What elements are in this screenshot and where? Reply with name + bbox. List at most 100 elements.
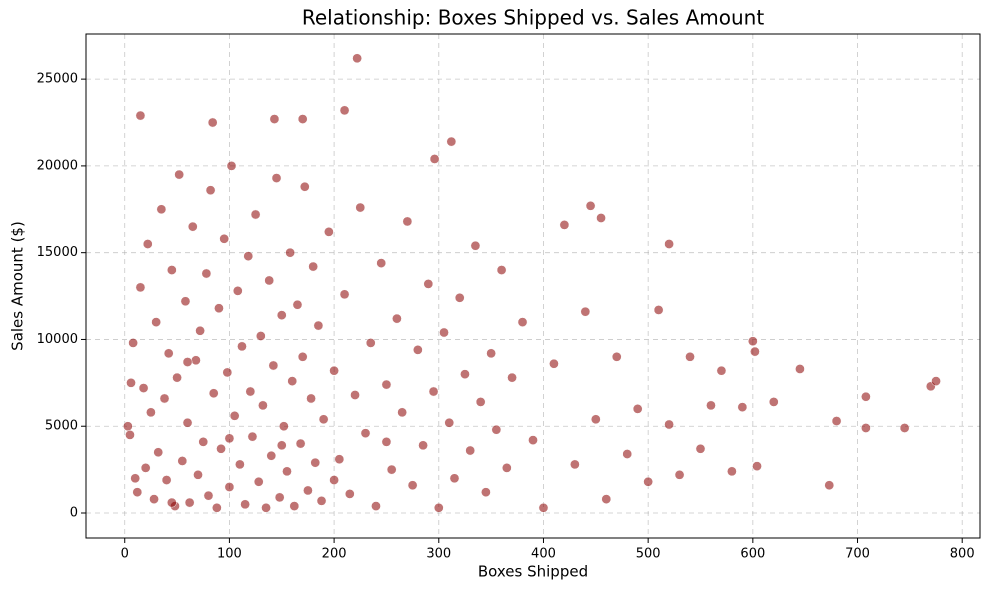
- point: [429, 154, 440, 164]
- x-tick-label: 0: [121, 547, 129, 562]
- point: [208, 388, 219, 399]
- point: [308, 261, 319, 272]
- point: [161, 475, 172, 485]
- point: [156, 204, 167, 215]
- point: [339, 289, 350, 300]
- point: [187, 221, 198, 232]
- point: [297, 351, 308, 362]
- point: [182, 357, 193, 367]
- point: [166, 497, 177, 508]
- y-tick-label: 25000: [37, 72, 78, 87]
- point: [727, 466, 737, 477]
- point: [664, 239, 674, 249]
- point: [381, 379, 392, 390]
- point: [172, 372, 182, 383]
- point: [191, 355, 201, 366]
- point: [861, 423, 871, 433]
- point: [153, 447, 164, 458]
- point: [590, 414, 601, 425]
- point: [465, 445, 476, 456]
- point: [407, 480, 418, 491]
- point: [266, 450, 277, 461]
- x-tick-label: 500: [636, 547, 661, 562]
- point: [299, 181, 310, 192]
- point: [350, 390, 360, 400]
- point: [381, 437, 392, 447]
- point: [205, 185, 216, 196]
- point: [125, 430, 135, 440]
- point: [496, 265, 507, 275]
- point: [371, 501, 381, 511]
- point: [449, 473, 460, 484]
- point: [433, 502, 444, 513]
- x-tick-label: 800: [950, 547, 975, 562]
- point: [570, 459, 580, 470]
- point: [596, 213, 606, 223]
- point: [501, 463, 512, 473]
- point: [329, 475, 339, 485]
- point: [386, 464, 397, 475]
- point: [397, 407, 407, 418]
- point: [339, 105, 350, 116]
- point: [166, 265, 177, 275]
- point: [180, 296, 191, 307]
- x-axis-label: Boxes Shipped: [478, 563, 588, 581]
- point: [285, 247, 295, 258]
- point: [289, 501, 300, 511]
- point: [664, 419, 674, 430]
- point: [439, 327, 449, 338]
- point: [831, 416, 842, 426]
- point: [126, 377, 136, 388]
- point: [195, 325, 205, 336]
- point: [253, 476, 264, 487]
- point: [203, 490, 214, 501]
- point: [297, 114, 308, 124]
- point: [559, 220, 570, 230]
- point: [279, 421, 289, 432]
- x-tick-label: 700: [845, 547, 870, 562]
- point: [747, 336, 758, 347]
- point: [276, 310, 287, 321]
- point: [123, 421, 133, 432]
- chart-title: Relationship: Boxes Shipped vs. Sales Am…: [302, 6, 765, 30]
- plot-frame: [85, 33, 981, 539]
- point: [768, 397, 779, 407]
- point: [318, 414, 329, 425]
- point: [752, 461, 762, 471]
- point: [295, 438, 306, 449]
- point: [795, 364, 805, 374]
- point: [428, 386, 439, 397]
- point: [329, 365, 339, 376]
- point: [517, 317, 528, 327]
- point: [392, 313, 402, 324]
- point: [163, 348, 174, 359]
- point: [177, 456, 188, 466]
- point: [601, 494, 612, 504]
- point: [412, 345, 423, 355]
- point: [224, 433, 235, 444]
- point: [737, 402, 748, 412]
- point: [486, 348, 496, 359]
- point: [580, 306, 591, 317]
- y-tick-label: 10000: [37, 332, 78, 347]
- point: [182, 417, 193, 428]
- point: [245, 386, 256, 397]
- point: [207, 117, 218, 128]
- point: [643, 476, 654, 487]
- point: [528, 435, 538, 445]
- point: [282, 466, 292, 477]
- point: [632, 404, 643, 414]
- point: [824, 480, 835, 491]
- point: [151, 317, 161, 327]
- point: [222, 367, 233, 378]
- point: [142, 239, 153, 249]
- point: [653, 305, 664, 315]
- point: [235, 459, 245, 470]
- point: [481, 487, 491, 498]
- point: [269, 114, 280, 124]
- point: [446, 136, 457, 147]
- point: [622, 449, 633, 459]
- point: [303, 485, 313, 496]
- point: [706, 400, 716, 411]
